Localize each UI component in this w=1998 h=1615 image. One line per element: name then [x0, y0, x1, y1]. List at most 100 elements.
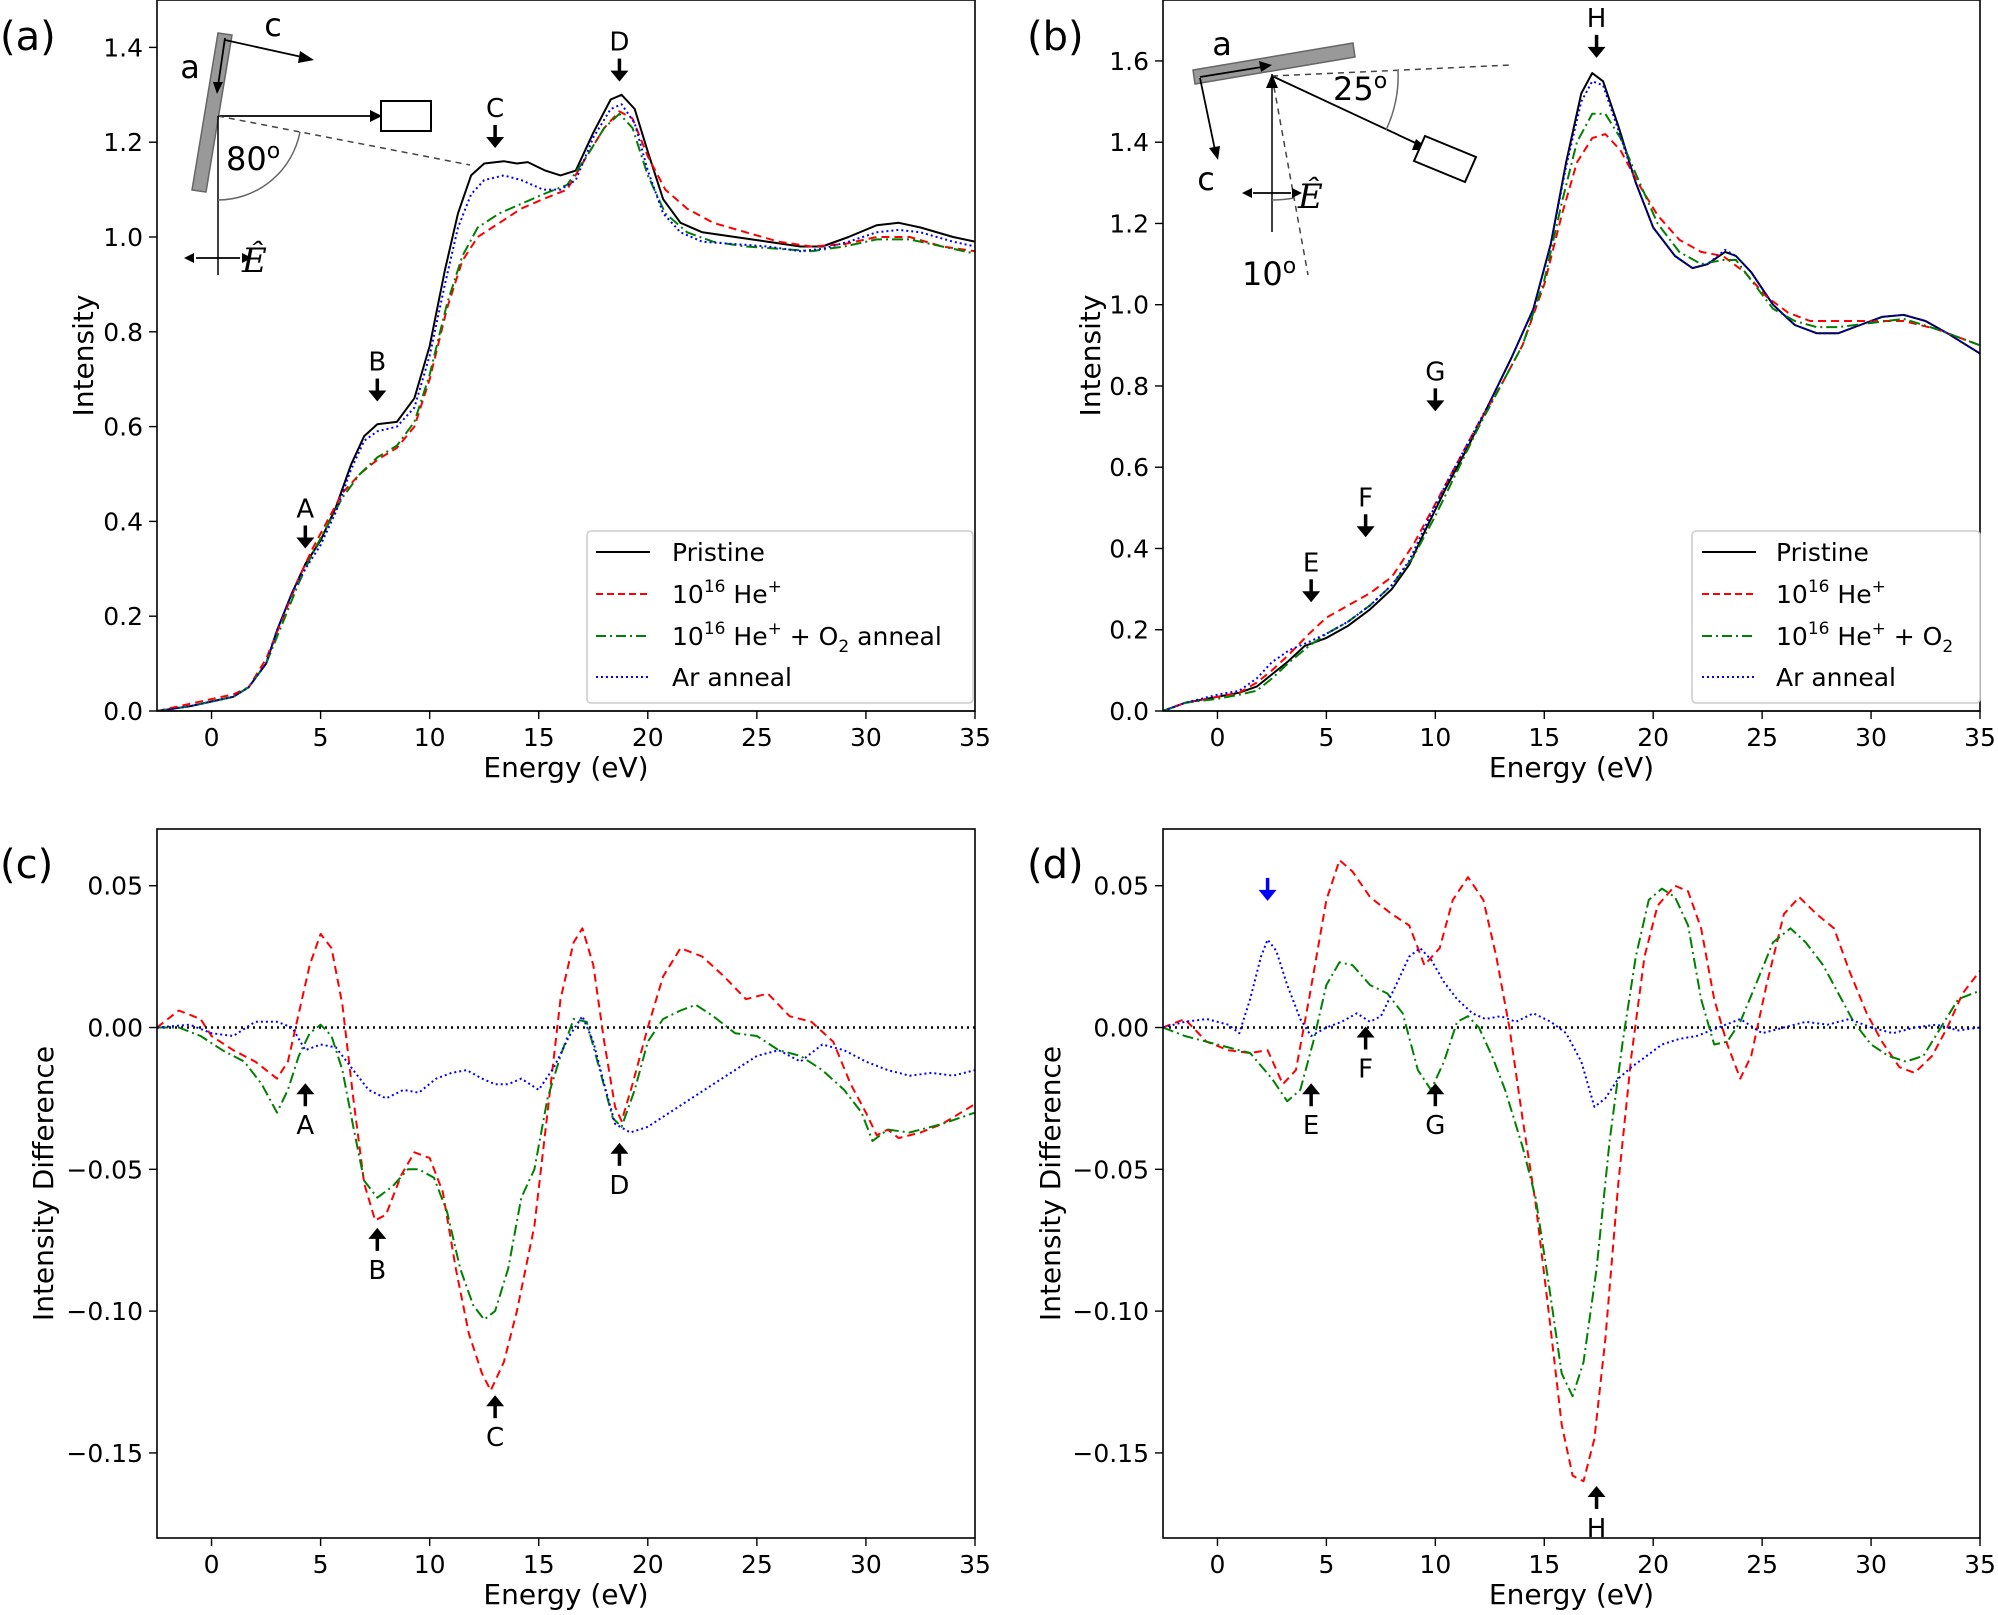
feature-marker-b-1: F	[1356, 483, 1375, 538]
series-line-b-1	[1163, 133, 1980, 711]
inset-b-vertical-arrowhead	[1266, 74, 1278, 88]
y-tick-label-b-1: 0.2	[1109, 616, 1149, 645]
inset-b-angle-arc-10	[1271, 197, 1295, 201]
y-axis-label-c: Intensity Difference	[27, 1046, 60, 1321]
feature-label-a-3: D	[609, 28, 629, 58]
feature-marker-d-4: H	[1587, 1485, 1607, 1544]
feature-label-a-2: C	[486, 94, 504, 124]
inset-b-c-arrowhead	[1209, 146, 1220, 160]
y-tick-label-b-7: 1.4	[1109, 128, 1149, 157]
feature-arrow-head-a-3	[610, 70, 629, 82]
x-tick-label-d-4: 20	[1637, 1550, 1669, 1579]
feature-arrow-head-d-4	[1587, 1485, 1606, 1497]
x-tick-label-c-7: 35	[959, 1550, 991, 1579]
feature-marker-c-2: C	[486, 1395, 504, 1453]
y-tick-label-b-2: 0.4	[1109, 534, 1149, 563]
x-tick-label-d-0: 0	[1210, 1550, 1226, 1579]
legend-a-he: 1016 He+	[672, 577, 782, 609]
y-axis-label-a: Intensity	[67, 295, 100, 417]
x-tick-label-a-2: 10	[414, 723, 446, 752]
legend-b-he: 1016 He+	[1776, 577, 1886, 609]
x-tick-label-b-5: 25	[1746, 723, 1778, 752]
series-line-b-0	[1163, 72, 1980, 711]
feature-arrow-head-a-1	[368, 390, 387, 402]
series-line-c-2	[157, 1015, 975, 1134]
inset-a-c-axis	[224, 39, 303, 58]
feature-arrow-head-a-2	[486, 136, 505, 148]
feature-arrow-head-a-0	[296, 537, 315, 549]
legend-a-frame	[586, 530, 974, 704]
feature-marker-c-0: A	[296, 1083, 314, 1141]
feature-marker-a-2: C	[486, 94, 504, 148]
series-line-d-2	[1163, 938, 1980, 1108]
plot-frame-c	[156, 828, 976, 1539]
feature-label-b-1: F	[1358, 483, 1373, 513]
inset-a-sample	[191, 32, 233, 193]
feature-arrow-head-d-0	[1258, 889, 1277, 901]
legend-b-pristine: Pristine	[1776, 538, 1869, 567]
y-tick-label-d-2: −0.05	[1072, 1155, 1149, 1184]
inset-a-c-arrowhead	[298, 51, 314, 63]
x-tick-label-a-4: 20	[632, 723, 664, 752]
inset-b-e-label: Ê	[1297, 176, 1323, 217]
x-axis-label-d: Energy (eV)	[1489, 1578, 1654, 1611]
feature-label-d-3: G	[1425, 1111, 1445, 1141]
feature-marker-d-0	[1258, 877, 1277, 901]
feature-label-b-2: G	[1425, 357, 1445, 387]
x-tick-label-b-0: 0	[1210, 723, 1226, 752]
y-tick-label-c-1: −0.10	[66, 1297, 143, 1326]
feature-label-d-1: E	[1303, 1111, 1319, 1141]
feature-label-d-2: F	[1358, 1055, 1373, 1085]
inset-a: a c 80o Ê	[180, 6, 471, 281]
inset-a-angle: 80o	[226, 139, 280, 178]
x-tick-label-a-6: 30	[850, 723, 882, 752]
y-tick-label-c-4: 0.05	[87, 872, 143, 901]
y-tick-label-a-1: 0.2	[103, 602, 143, 631]
feature-marker-a-0: A	[296, 494, 315, 549]
x-tick-label-b-3: 15	[1528, 723, 1560, 752]
x-tick-label-d-7: 35	[1964, 1550, 1996, 1579]
y-tick-label-a-4: 0.8	[103, 318, 143, 347]
feature-arrow-head-c-3	[610, 1142, 629, 1154]
y-tick-label-a-2: 0.4	[103, 507, 143, 536]
feature-arrow-head-b-2	[1426, 400, 1445, 412]
feature-marker-b-3: H	[1587, 4, 1606, 58]
x-tick-label-c-4: 20	[632, 1550, 664, 1579]
x-tick-label-a-1: 5	[313, 723, 329, 752]
inset-b-detector	[1412, 134, 1478, 184]
inset-b-angle-arc-25	[1385, 69, 1399, 131]
series-line-a-2	[157, 112, 975, 711]
y-axis-label-d: Intensity Difference	[1034, 1046, 1067, 1321]
plot-frame-d	[1162, 828, 1981, 1539]
x-axis-label-b: Energy (eV)	[1489, 751, 1654, 784]
panel-label-d: (d)	[1027, 842, 1084, 888]
feature-marker-b-2: G	[1425, 357, 1445, 412]
panel-c: 0 5 10 15 20 25 30 35 −0.15 −0.10 −0.05 0.00 0.05 Ene…	[0, 828, 991, 1611]
inset-b-beam	[1271, 75, 1423, 147]
panel-label-b: (b)	[1027, 14, 1084, 60]
series-line-d-1	[1163, 887, 1980, 1398]
feature-marker-d-2: F	[1356, 1026, 1375, 1085]
legend-a-ar: Ar anneal	[672, 663, 792, 692]
x-tick-label-c-5: 25	[741, 1550, 773, 1579]
inset-b: a c 25o 10o Ê	[1192, 25, 1513, 293]
feature-marker-a-3: D	[609, 28, 629, 82]
panel-label-c: (c)	[0, 842, 53, 888]
feature-label-c-3: D	[609, 1171, 629, 1201]
inset-b-dashed-tilted	[1271, 75, 1309, 276]
feature-arrow-head-c-1	[368, 1227, 387, 1239]
y-tick-label-c-0: −0.15	[66, 1439, 143, 1468]
feature-marker-b-0: E	[1302, 548, 1321, 603]
x-tick-label-a-7: 35	[959, 723, 991, 752]
inset-a-a-label: a	[180, 48, 200, 86]
inset-a-angle-arc	[217, 131, 301, 201]
x-tick-label-a-3: 15	[523, 723, 555, 752]
y-tick-label-a-5: 1.0	[103, 223, 143, 252]
feature-label-d-4: H	[1587, 1514, 1607, 1544]
legend-b-he-o2: 1016 He+ + O2	[1776, 619, 1953, 657]
inset-b-a-axis	[1199, 66, 1263, 78]
panel-a: 0 5 10 15 20 25 30 35 0.0 0.2 0.4 0.6 0.8 1.0 1.2 1.4 En…	[0, 0, 991, 784]
x-tick-label-d-5: 25	[1746, 1550, 1778, 1579]
panel-d: 0 5 10 15 20 25 30 35 −0.15 −0.10 −0.05 0.00 0.05 Ene…	[1027, 828, 1996, 1611]
